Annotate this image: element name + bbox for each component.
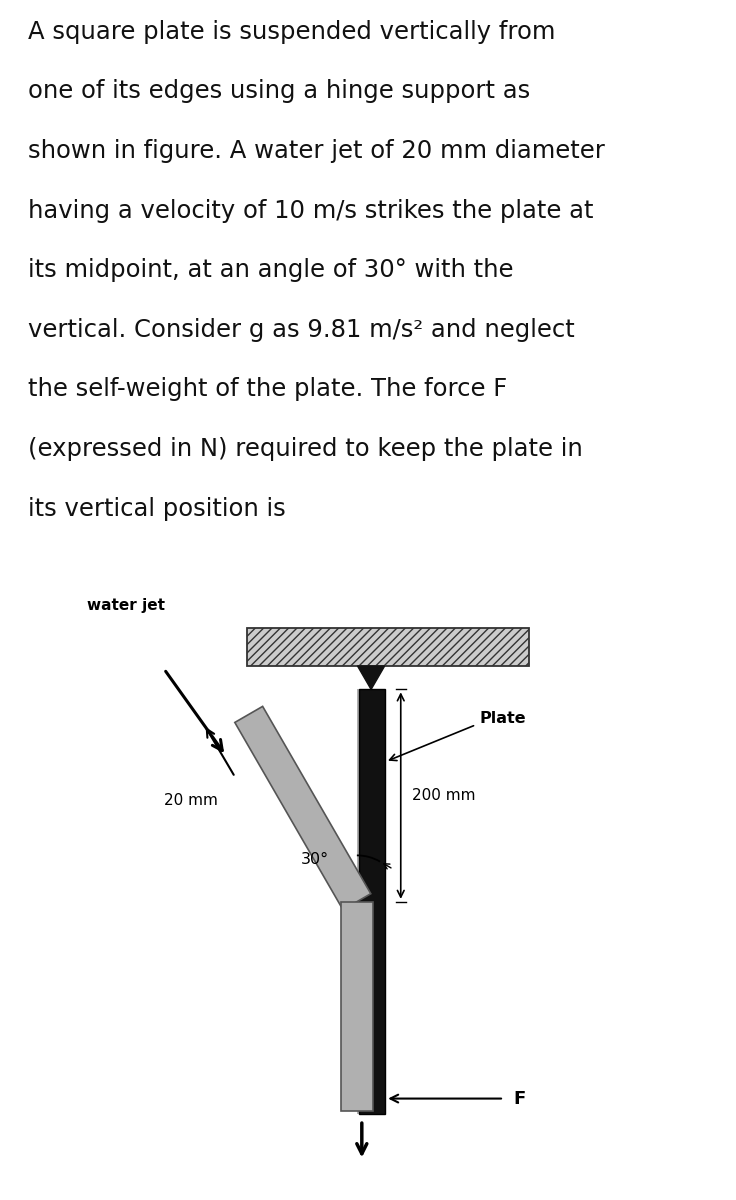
Bar (359, 690, 385, 1114)
Text: its vertical position is: its vertical position is (28, 497, 286, 521)
Text: shown in figure. A water jet of 20 mm diameter: shown in figure. A water jet of 20 mm di… (28, 139, 605, 163)
Text: A square plate is suspended vertically from: A square plate is suspended vertically f… (28, 19, 556, 43)
Text: 30°: 30° (301, 852, 330, 868)
Text: Plate: Plate (479, 710, 526, 726)
Text: one of its edges using a hinge support as: one of its edges using a hinge support a… (28, 79, 530, 103)
Text: having a velocity of 10 m/s strikes the plate at: having a velocity of 10 m/s strikes the … (28, 199, 593, 223)
Polygon shape (358, 666, 385, 690)
Polygon shape (341, 901, 373, 1111)
Text: its midpoint, at an angle of 30° with the: its midpoint, at an angle of 30° with th… (28, 258, 514, 282)
Polygon shape (235, 707, 371, 910)
Text: water jet: water jet (87, 598, 165, 613)
Text: 20 mm: 20 mm (164, 793, 218, 808)
Text: (expressed in N) required to keep the plate in: (expressed in N) required to keep the pl… (28, 437, 583, 461)
Text: the self-weight of the plate. The force F: the self-weight of the plate. The force … (28, 378, 507, 402)
Text: 200 mm: 200 mm (412, 788, 475, 803)
Bar (357, 690, 386, 1114)
FancyBboxPatch shape (54, 559, 682, 1187)
Text: F: F (513, 1090, 526, 1108)
Bar (247, 628, 528, 666)
Text: vertical. Consider g as 9.81 m/s² and neglect: vertical. Consider g as 9.81 m/s² and ne… (28, 318, 575, 342)
